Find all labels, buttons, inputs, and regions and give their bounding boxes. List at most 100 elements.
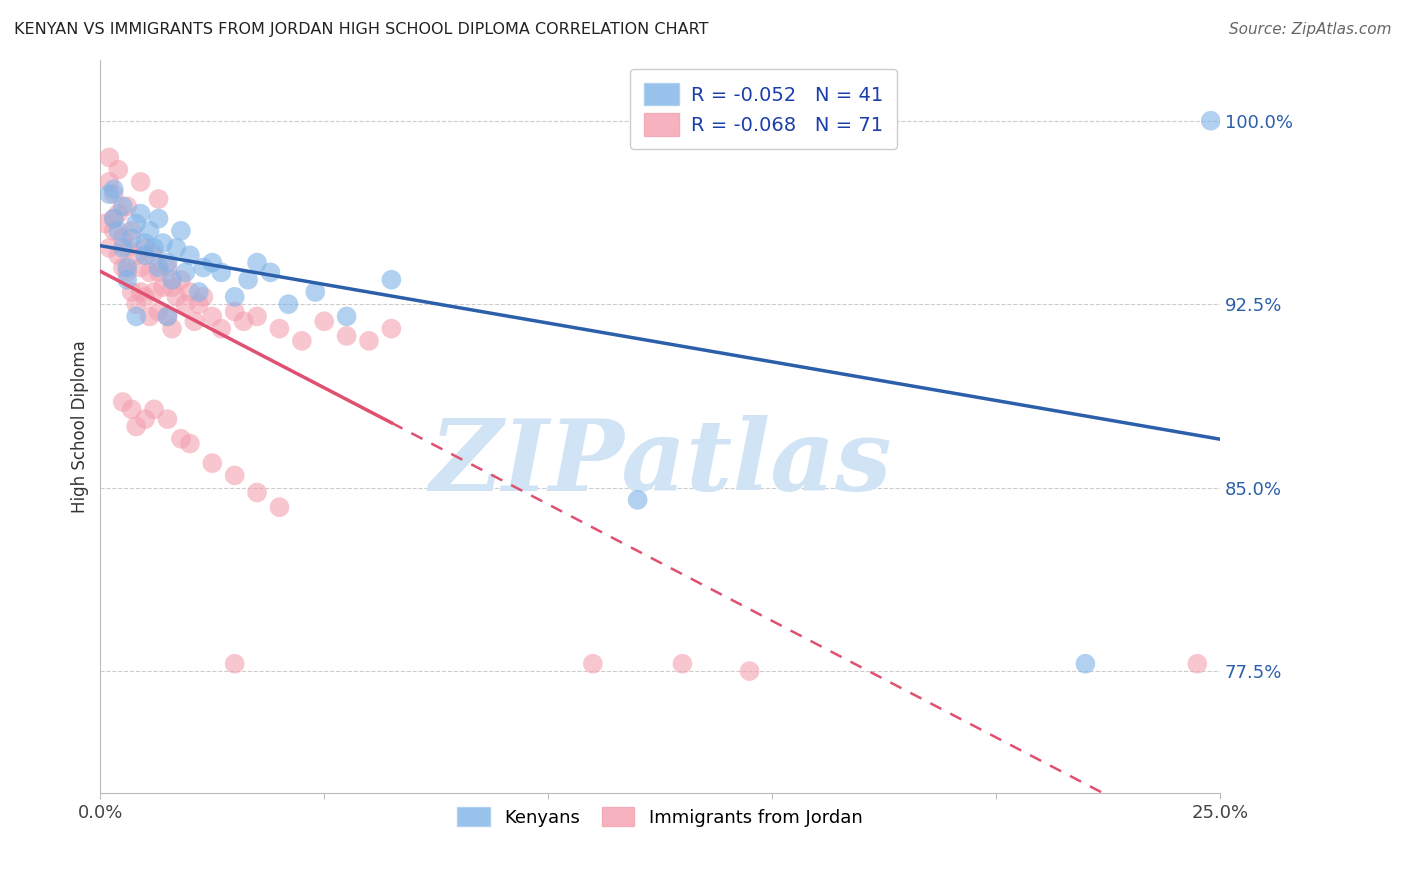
Point [1074, 657, 1097, 671]
Point [138, 265, 160, 279]
Point [224, 657, 246, 671]
Point [103, 182, 125, 196]
Point [170, 224, 193, 238]
Point [115, 241, 138, 255]
Point [98, 241, 121, 255]
Point [98, 175, 121, 189]
Point [156, 310, 179, 324]
Point [179, 436, 201, 450]
Point [156, 412, 179, 426]
Point [115, 260, 138, 275]
Point [201, 255, 224, 269]
Point [201, 310, 224, 324]
Point [187, 285, 209, 299]
Point [143, 285, 166, 299]
Text: Source: ZipAtlas.com: Source: ZipAtlas.com [1229, 22, 1392, 37]
Point [201, 456, 224, 470]
Point [156, 310, 179, 324]
Point [143, 248, 166, 262]
Point [103, 211, 125, 226]
Point [129, 285, 152, 299]
Point [357, 334, 380, 348]
Point [152, 280, 174, 294]
Point [125, 248, 148, 262]
Point [125, 297, 148, 311]
Point [148, 260, 170, 275]
Point [224, 290, 246, 304]
Point [148, 304, 170, 318]
Point [738, 664, 761, 678]
Point [103, 224, 125, 238]
Point [111, 231, 134, 245]
Point [111, 241, 134, 255]
Y-axis label: High School Diploma: High School Diploma [72, 340, 89, 513]
Point [187, 297, 209, 311]
Point [246, 255, 269, 269]
Point [627, 492, 650, 507]
Point [336, 329, 359, 343]
Point [380, 321, 402, 335]
Point [129, 175, 152, 189]
Point [125, 310, 148, 324]
Point [1199, 113, 1222, 128]
Point [224, 468, 246, 483]
Point [98, 150, 121, 164]
Point [121, 224, 143, 238]
Point [236, 273, 259, 287]
Point [259, 265, 281, 279]
Point [134, 235, 156, 250]
Point [152, 235, 174, 250]
Point [269, 500, 291, 515]
Point [170, 432, 193, 446]
Point [107, 248, 129, 262]
Point [94, 217, 117, 231]
Point [107, 207, 129, 221]
Point [179, 285, 201, 299]
Point [121, 231, 143, 245]
Point [183, 314, 205, 328]
Point [582, 657, 605, 671]
Point [115, 265, 138, 279]
Point [107, 162, 129, 177]
Point [156, 260, 179, 275]
Point [160, 273, 183, 287]
Point [174, 265, 197, 279]
Point [166, 290, 188, 304]
Point [125, 419, 148, 434]
Point [246, 485, 269, 500]
Legend: Kenyans, Immigrants from Jordan: Kenyans, Immigrants from Jordan [449, 797, 872, 836]
Point [134, 412, 156, 426]
Point [111, 199, 134, 213]
Point [98, 187, 121, 202]
Point [1187, 657, 1209, 671]
Point [193, 290, 215, 304]
Point [143, 402, 166, 417]
Point [125, 217, 148, 231]
Point [314, 314, 336, 328]
Text: KENYAN VS IMMIGRANTS FROM JORDAN HIGH SCHOOL DIPLOMA CORRELATION CHART: KENYAN VS IMMIGRANTS FROM JORDAN HIGH SC… [14, 22, 709, 37]
Point [138, 224, 160, 238]
Point [277, 297, 299, 311]
Point [156, 255, 179, 269]
Point [148, 211, 170, 226]
Point [170, 273, 193, 287]
Point [209, 321, 232, 335]
Point [671, 657, 693, 671]
Point [111, 260, 134, 275]
Point [336, 310, 359, 324]
Point [143, 241, 166, 255]
Point [380, 273, 402, 287]
Point [134, 241, 156, 255]
Point [174, 297, 197, 311]
Point [107, 224, 129, 238]
Point [129, 260, 152, 275]
Point [160, 280, 183, 294]
Point [121, 285, 143, 299]
Point [269, 321, 291, 335]
Point [115, 273, 138, 287]
Point [160, 321, 183, 335]
Point [232, 314, 254, 328]
Point [148, 192, 170, 206]
Point [148, 265, 170, 279]
Point [246, 310, 269, 324]
